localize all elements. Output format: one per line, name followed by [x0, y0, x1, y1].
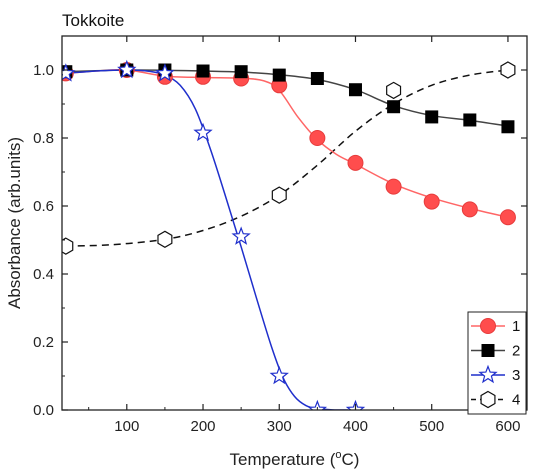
series-4-line — [65, 69, 509, 247]
series-1-point — [499, 209, 516, 226]
series-3-point — [193, 122, 213, 142]
series-3-point — [62, 63, 76, 82]
series-2-point — [463, 113, 477, 127]
legend-label-4: 4 — [512, 392, 520, 409]
legend-marker-4 — [480, 390, 496, 409]
series-2-point — [196, 64, 210, 78]
series-2-point — [348, 83, 362, 97]
series-3-point — [307, 399, 328, 410]
legend-label-2: 2 — [512, 343, 520, 360]
series-1-point — [461, 201, 478, 218]
x-tick-label: 200 — [191, 418, 216, 435]
legend-label-3: 3 — [512, 367, 520, 384]
x-axis-title: Temperature (oC) — [230, 449, 360, 469]
legend-marker-3 — [478, 364, 498, 384]
series-2-point — [272, 68, 286, 82]
x-tick-label: 400 — [343, 418, 368, 435]
series-1-point — [385, 178, 402, 195]
legend: 1 2 3 4 — [467, 311, 527, 415]
series-2-point — [234, 65, 248, 79]
legend-marker-2 — [481, 344, 495, 357]
y-tick-label: 0.0 — [33, 402, 54, 419]
x-tick-label: 600 — [495, 418, 520, 435]
plot-frame — [61, 35, 528, 411]
x-tick-label: 300 — [267, 418, 292, 435]
series-2-point — [425, 110, 439, 124]
x-axis-title-superscript: o — [335, 449, 341, 461]
x-axis-title-unit: C) — [342, 450, 360, 469]
series-3-markers — [62, 59, 366, 410]
y-tick-label: 0.2 — [33, 334, 54, 351]
series-4-point — [62, 237, 74, 255]
series-3-line — [65, 69, 348, 410]
plot-area — [62, 59, 516, 410]
series-3-point — [231, 226, 251, 245]
axes: 100 200 300 400 500 600 0.0 0.2 0.4 0.6 0.8 1.0 — [33, 35, 528, 435]
series-1-line — [65, 68, 509, 218]
series-3-point — [117, 59, 137, 79]
series-1-point — [309, 130, 326, 146]
series-4-point — [271, 186, 287, 204]
series-3-point — [155, 63, 175, 82]
series-2-point — [501, 120, 515, 134]
legend-marker-1 — [480, 318, 496, 334]
series-4-point — [157, 230, 173, 249]
series-2-point — [310, 72, 324, 85]
legend-box — [467, 311, 527, 415]
series-1-markers — [62, 62, 516, 226]
series-4-point — [500, 61, 516, 79]
series-2-line — [65, 69, 509, 127]
y-tick-label: 0.6 — [33, 198, 54, 215]
series-1-point — [423, 193, 440, 210]
series-2-point — [387, 100, 401, 114]
legend-label-1: 1 — [512, 318, 520, 335]
chart-title: Tokkoite — [62, 11, 124, 30]
y-axis-title: Absorbance (arb.units) — [5, 137, 24, 309]
series-4-point — [386, 81, 402, 100]
series-4-markers — [62, 61, 516, 255]
series-3-point — [269, 365, 289, 385]
x-axis-title-main: Temperature ( — [230, 450, 336, 469]
x-tick-label: 500 — [419, 418, 444, 435]
y-tick-label: 1.0 — [33, 62, 54, 79]
x-tick-label: 100 — [114, 418, 139, 435]
series-1-point — [347, 154, 364, 171]
y-tick-label: 0.4 — [33, 266, 54, 283]
y-tick-label: 0.8 — [33, 130, 54, 147]
